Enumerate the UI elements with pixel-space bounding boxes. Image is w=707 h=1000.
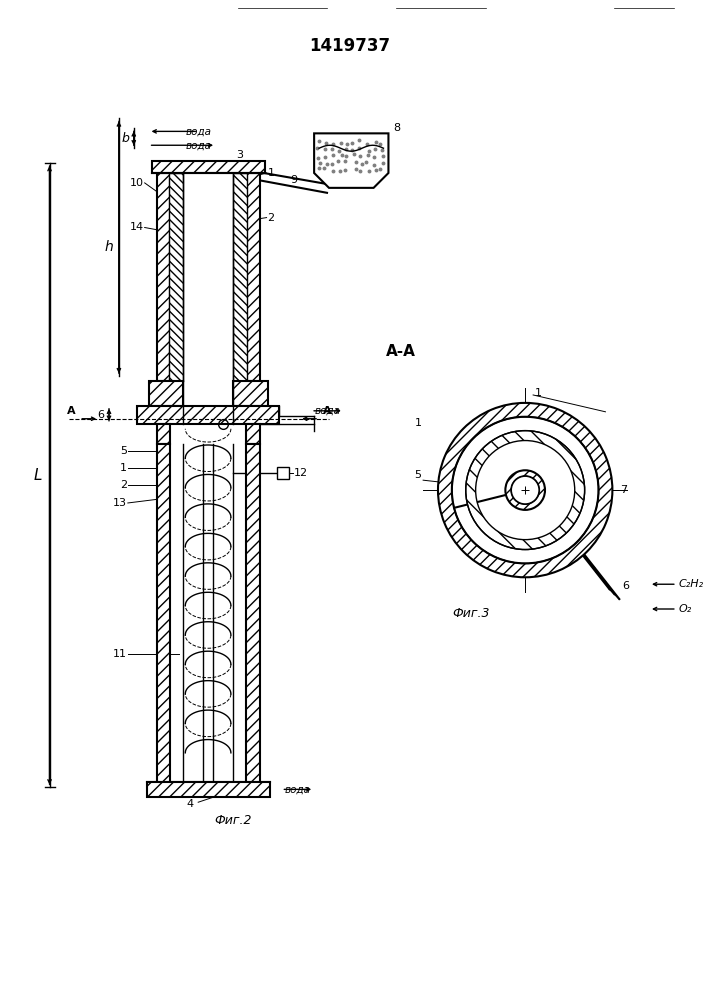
Text: 4: 4 — [187, 799, 194, 809]
Circle shape — [511, 476, 539, 504]
Text: вода: вода — [185, 126, 211, 136]
Bar — [246, 444, 259, 782]
Text: 1: 1 — [120, 463, 127, 473]
Text: A: A — [322, 406, 332, 416]
Text: вода: вода — [314, 406, 340, 416]
Text: 11: 11 — [113, 649, 127, 659]
Text: 2: 2 — [119, 480, 127, 490]
Bar — [136, 406, 279, 424]
Text: 7: 7 — [620, 485, 627, 495]
Text: 2: 2 — [267, 213, 275, 223]
Circle shape — [452, 417, 599, 563]
Text: 9: 9 — [291, 175, 298, 185]
Text: 13: 13 — [113, 498, 127, 508]
Text: 1: 1 — [415, 418, 421, 428]
Bar — [183, 381, 233, 444]
Wedge shape — [466, 431, 585, 550]
Text: b: b — [122, 132, 130, 145]
Bar — [156, 424, 170, 444]
Text: 10: 10 — [129, 178, 144, 188]
Bar — [156, 173, 170, 381]
Text: 12: 12 — [294, 468, 308, 478]
Text: 3: 3 — [236, 150, 243, 160]
Text: 1: 1 — [267, 168, 274, 178]
Text: 5: 5 — [120, 446, 127, 456]
Text: A-A: A-A — [387, 344, 416, 359]
Text: Фиг.2: Фиг.2 — [214, 814, 252, 827]
Bar — [277, 467, 289, 479]
Text: O₂: O₂ — [679, 604, 692, 614]
Wedge shape — [438, 403, 612, 577]
Bar — [233, 173, 247, 381]
Text: вода: вода — [284, 784, 310, 794]
Bar — [246, 424, 259, 444]
Text: 1419737: 1419737 — [309, 37, 390, 55]
Bar — [170, 173, 183, 381]
Text: A: A — [67, 406, 76, 416]
Bar — [246, 173, 259, 381]
Bar — [146, 782, 269, 797]
Text: вода: вода — [185, 140, 211, 150]
Text: C₂H₂: C₂H₂ — [679, 579, 704, 589]
Bar — [183, 444, 233, 782]
Bar — [148, 381, 183, 406]
Text: L: L — [33, 468, 42, 483]
Bar — [156, 444, 170, 782]
Text: Фиг.3: Фиг.3 — [452, 607, 489, 620]
Text: 5: 5 — [415, 470, 421, 480]
Text: 6: 6 — [622, 581, 629, 591]
Text: 14: 14 — [129, 222, 144, 232]
Text: h: h — [105, 240, 113, 254]
Wedge shape — [506, 470, 545, 510]
Bar — [233, 381, 267, 406]
Text: 6: 6 — [98, 410, 105, 420]
Text: 1: 1 — [535, 388, 542, 398]
Bar — [183, 173, 233, 381]
Bar — [151, 161, 264, 173]
Text: 8: 8 — [393, 123, 401, 133]
Polygon shape — [314, 133, 388, 188]
